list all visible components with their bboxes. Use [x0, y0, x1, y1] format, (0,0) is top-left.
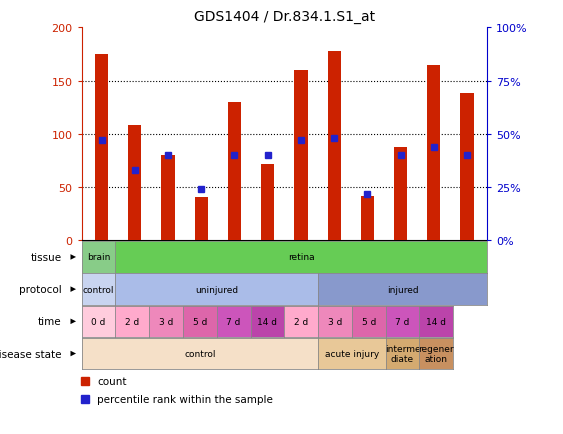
- Bar: [461, 94, 473, 241]
- Text: control: control: [83, 285, 114, 294]
- Text: disease state: disease state: [0, 349, 61, 358]
- Bar: [95, 55, 108, 241]
- Text: regener
ation: regener ation: [418, 344, 454, 363]
- Text: 3 d: 3 d: [159, 317, 173, 326]
- Text: 5 d: 5 d: [361, 317, 376, 326]
- Text: 14 d: 14 d: [426, 317, 446, 326]
- Bar: [294, 71, 307, 241]
- Text: 0 d: 0 d: [91, 317, 106, 326]
- Text: uninjured: uninjured: [195, 285, 238, 294]
- Text: count: count: [97, 376, 127, 386]
- Text: tissue: tissue: [30, 253, 61, 262]
- Text: time: time: [38, 317, 61, 326]
- Bar: [328, 52, 341, 241]
- Bar: [394, 147, 407, 241]
- Text: retina: retina: [288, 253, 315, 262]
- Text: interme
diate: interme diate: [385, 344, 421, 363]
- Text: protocol: protocol: [19, 285, 61, 294]
- Text: 2 d: 2 d: [294, 317, 309, 326]
- Bar: [427, 66, 440, 241]
- Text: 7 d: 7 d: [395, 317, 410, 326]
- Bar: [128, 126, 141, 241]
- Title: GDS1404 / Dr.834.1.S1_at: GDS1404 / Dr.834.1.S1_at: [194, 10, 375, 24]
- Text: acute injury: acute injury: [325, 349, 379, 358]
- Bar: [361, 196, 374, 241]
- Bar: [195, 197, 208, 241]
- Text: 2 d: 2 d: [125, 317, 140, 326]
- Text: 3 d: 3 d: [328, 317, 342, 326]
- Bar: [162, 156, 175, 241]
- Text: brain: brain: [87, 253, 110, 262]
- Text: 14 d: 14 d: [257, 317, 278, 326]
- Text: control: control: [184, 349, 216, 358]
- Text: 7 d: 7 d: [226, 317, 241, 326]
- Text: percentile rank within the sample: percentile rank within the sample: [97, 394, 273, 404]
- Text: injured: injured: [387, 285, 418, 294]
- Text: 5 d: 5 d: [193, 317, 207, 326]
- Bar: [261, 164, 274, 241]
- Bar: [228, 103, 241, 241]
